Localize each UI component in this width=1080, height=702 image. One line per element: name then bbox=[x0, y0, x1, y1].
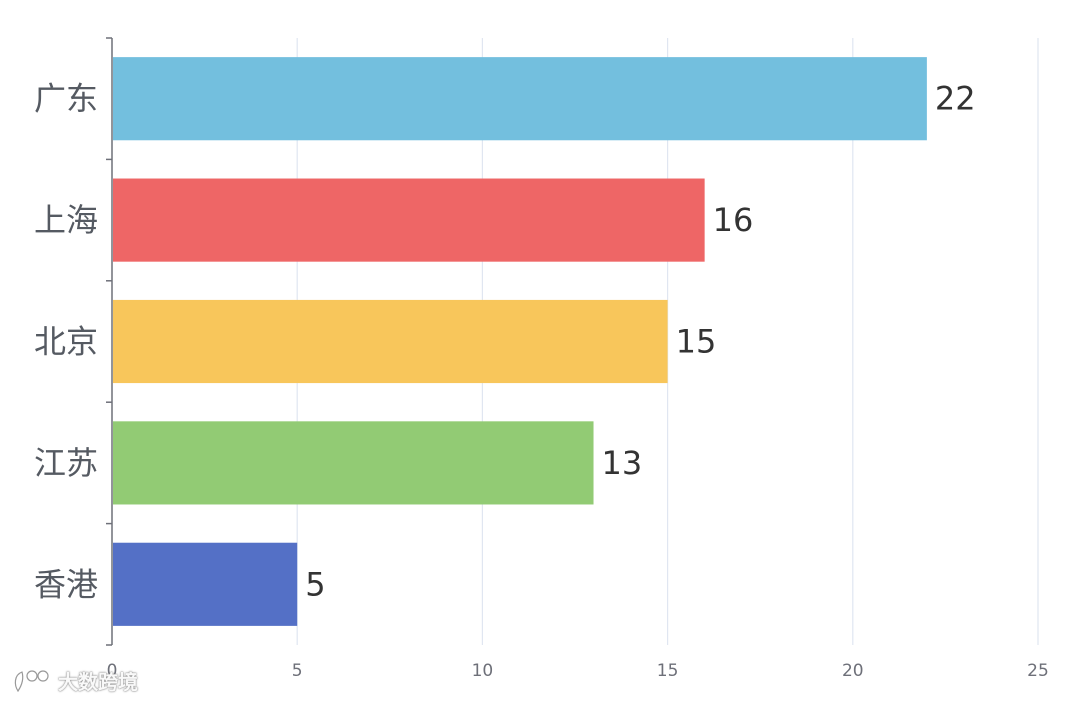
x-tick-label: 20 bbox=[842, 661, 864, 681]
value-label: 13 bbox=[602, 444, 643, 482]
value-labels: 22 16 15 13 5 bbox=[305, 80, 975, 604]
x-axis-tick-labels: 0 5 10 15 20 25 bbox=[107, 661, 1049, 681]
watermark-logo-icon bbox=[14, 669, 49, 692]
y-axis-ticks bbox=[106, 37, 112, 646]
value-label: 22 bbox=[935, 80, 976, 118]
x-tick-label: 10 bbox=[472, 661, 494, 681]
watermark-text: 大数跨境 bbox=[58, 670, 138, 694]
bars bbox=[113, 57, 927, 626]
watermark: 大数跨境 bbox=[12, 666, 138, 695]
x-tick-label: 5 bbox=[292, 661, 303, 681]
bar bbox=[113, 421, 594, 505]
category-label: 江苏 bbox=[34, 444, 98, 482]
category-label: 香港 bbox=[34, 565, 98, 603]
x-tick-label: 15 bbox=[657, 661, 679, 681]
x-tick-label: 0 bbox=[107, 661, 118, 681]
bar bbox=[113, 299, 668, 384]
x-tick-label: 25 bbox=[1027, 661, 1049, 681]
bar bbox=[113, 542, 298, 626]
category-label: 北京 bbox=[34, 323, 98, 361]
bar bbox=[113, 57, 927, 141]
value-label: 5 bbox=[305, 565, 325, 603]
category-label: 广东 bbox=[34, 80, 98, 118]
category-label: 上海 bbox=[34, 201, 98, 239]
value-label: 15 bbox=[676, 323, 717, 361]
value-label: 16 bbox=[713, 201, 754, 239]
bar bbox=[113, 178, 705, 262]
